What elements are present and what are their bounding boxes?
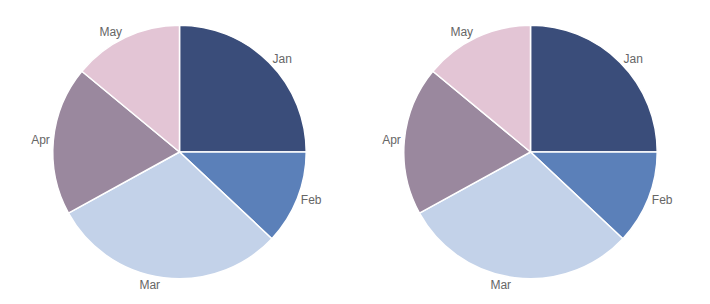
svg-text:Apr: Apr — [382, 133, 401, 147]
svg-text:Apr: Apr — [31, 133, 50, 147]
svg-text:May: May — [450, 25, 473, 39]
svg-text:Mar: Mar — [139, 278, 160, 292]
svg-text:May: May — [99, 25, 122, 39]
svg-text:Jan: Jan — [273, 52, 292, 66]
svg-text:Mar: Mar — [490, 278, 511, 292]
svg-text:Feb: Feb — [301, 193, 322, 207]
svg-text:Jan: Jan — [624, 52, 643, 66]
svg-text:Feb: Feb — [652, 193, 673, 207]
